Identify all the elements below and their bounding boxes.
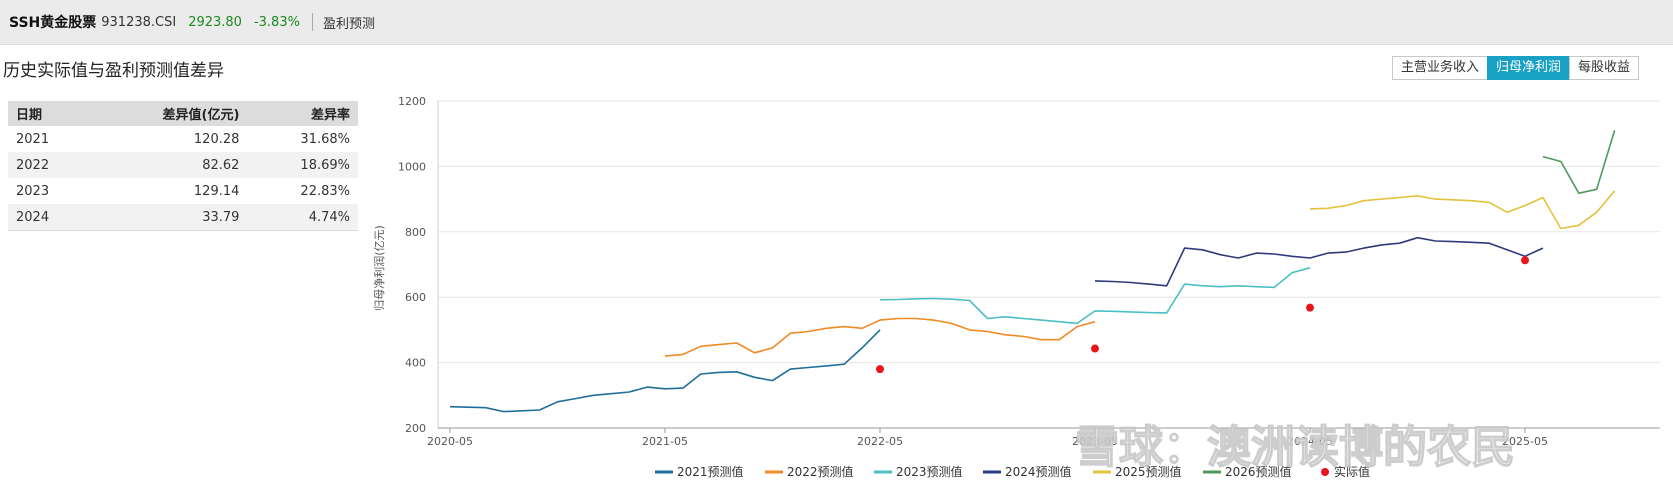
table-row: 2022 82.62 18.69% xyxy=(8,152,358,178)
cell-diff-rate: 22.83% xyxy=(300,183,350,199)
forecast-line-2025预测值 xyxy=(1309,190,1616,230)
forecast-line-2024预测值 xyxy=(1094,236,1544,287)
cell-date: 2024 xyxy=(8,204,91,231)
x-tick-label: 2020-05 xyxy=(427,435,473,448)
legend-label: 2022预测值 xyxy=(787,464,854,479)
actual-value-point xyxy=(876,365,884,374)
col-diff-value: 差异值(亿元) xyxy=(90,101,248,126)
cell-diff-value: 82.62 xyxy=(90,152,248,178)
tab-eps[interactable]: 每股收益 xyxy=(1569,56,1640,80)
cell-date: 2021 xyxy=(16,131,50,147)
x-tick-label: 2022-05 xyxy=(857,435,903,448)
legend-label: 2023预测值 xyxy=(896,464,963,479)
index-price: 2923.80 xyxy=(188,14,242,30)
legend-label: 2025预测值 xyxy=(1115,464,1182,479)
cell-diff-rate: 18.69% xyxy=(247,152,358,178)
y-tick-label: 400 xyxy=(405,357,426,370)
chart-series xyxy=(449,130,1616,413)
table-row: 2024 33.79 4.74% xyxy=(8,204,358,231)
y-axis-label: 归母净利润(亿元) xyxy=(372,225,386,311)
y-tick-label: 600 xyxy=(405,291,426,304)
chart-grid xyxy=(438,100,1660,429)
tab-earnings-forecast[interactable]: 盈利预测 xyxy=(322,16,375,32)
tab-net-profit[interactable]: 归母净利润 xyxy=(1487,56,1571,80)
col-date: 日期 xyxy=(8,101,91,126)
x-axis: 2020-05 2021-05 2022-05 2023-05 2024-05 2025-… xyxy=(427,427,1660,448)
cell-diff-value: 120.28 xyxy=(193,131,240,147)
y-axis: 1200 1000 800 600 400 200 xyxy=(398,95,439,435)
actual-value-point xyxy=(1521,256,1529,265)
table-header-row: 日期 差异值(亿元) 差异率 xyxy=(8,101,358,126)
forecast-line-2022预测值 xyxy=(664,317,1096,357)
legend-label: 2026预测值 xyxy=(1225,464,1292,479)
table-row: 2021 120.28 31.68% xyxy=(8,126,358,152)
cell-diff-rate: 4.74% xyxy=(247,204,358,231)
topbar: SSH黄金股票 931238.CSI 2923.80 -3.83% 盈利预测 xyxy=(0,0,1673,45)
index-code: 931238.CSI xyxy=(101,14,177,30)
y-tick-label: 800 xyxy=(405,226,426,239)
col-diff-rate: 差异率 xyxy=(247,101,358,126)
index-change: -3.83% xyxy=(253,14,300,30)
table-row: 2023 129.14 22.83% xyxy=(8,178,358,204)
forecast-line-2023预测值 xyxy=(879,267,1311,325)
tab-main-revenue[interactable]: 主营业务收入 xyxy=(1392,56,1489,80)
y-tick-label: 200 xyxy=(405,422,426,435)
cell-diff-value: 33.79 xyxy=(90,204,248,231)
legend-label: 实际值 xyxy=(1334,464,1370,479)
legend-label: 2024预测值 xyxy=(1005,464,1072,479)
cell-diff-rate: 31.68% xyxy=(300,131,350,147)
actual-value-point xyxy=(1091,344,1099,353)
topbar-divider xyxy=(311,13,313,31)
x-tick-label: 2021-05 xyxy=(642,435,688,448)
cell-date: 2022 xyxy=(8,152,91,178)
y-tick-label: 1200 xyxy=(398,95,426,108)
section-title: 历史实际值与盈利预测值差异 xyxy=(3,61,224,81)
legend-marker xyxy=(1321,468,1329,476)
x-tick-label: 2024-05 xyxy=(1287,435,1333,448)
chart-legend: 2021预测值 2022预测值 2023预测值 2024预测值 2025预测值 2026预… xyxy=(655,464,1370,479)
forecast-line-2026预测值 xyxy=(1542,130,1616,194)
forecast-line-2021预测值 xyxy=(449,329,881,413)
cell-date: 2023 xyxy=(16,183,50,199)
y-tick-label: 1000 xyxy=(398,160,426,173)
index-name: SSH黄金股票 xyxy=(9,15,97,31)
legend-label: 2021预测值 xyxy=(677,464,744,479)
x-tick-label: 2023-05 xyxy=(1072,435,1118,448)
x-tick-label: 2025-05 xyxy=(1502,435,1548,448)
actual-value-point xyxy=(1306,303,1314,312)
watermark: 雪球：澳洲读博的农民 xyxy=(1075,422,1515,473)
metric-tabs: 主营业务收入 归母净利润 每股收益 xyxy=(1392,56,1640,80)
cell-diff-value: 129.14 xyxy=(193,183,240,199)
difference-table: 日期 差异值(亿元) 差异率 2021 120.28 31.68% 2022 8… xyxy=(8,101,358,231)
